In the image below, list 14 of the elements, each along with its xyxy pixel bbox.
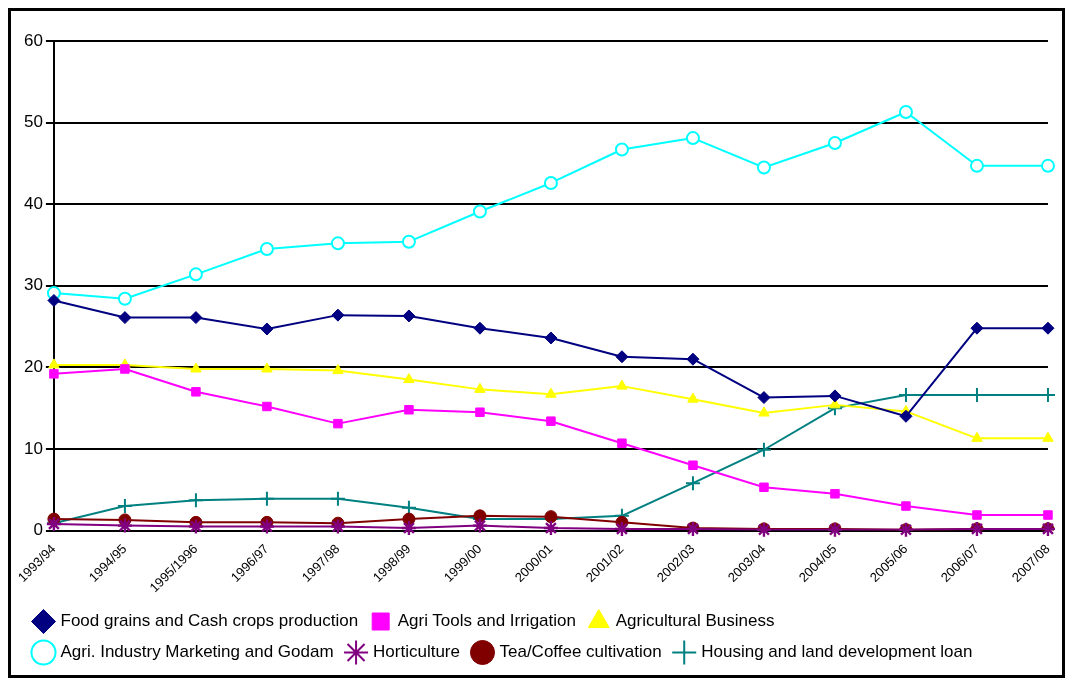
legend-label: Tea/Coffee cultivation bbox=[499, 642, 662, 662]
y-tick-label: 30 bbox=[23, 275, 43, 295]
y-tick-label: 40 bbox=[23, 193, 43, 213]
y-tick-label: 0 bbox=[33, 520, 43, 540]
legend-label: Agri Tools and Irrigation bbox=[397, 611, 576, 631]
legend-label: Food grains and Cash crops production bbox=[60, 611, 359, 631]
legend-label: Housing and land development loan bbox=[701, 642, 973, 662]
legend-label: Horticulture bbox=[373, 642, 460, 662]
y-tick-label: 50 bbox=[23, 112, 43, 132]
legend-label: Agricultural Business bbox=[615, 611, 775, 631]
y-tick-label: 60 bbox=[23, 30, 43, 50]
legend-label: Agri. Industry Marketing and Godam bbox=[60, 642, 334, 662]
y-tick-label: 20 bbox=[23, 357, 43, 377]
y-tick-label: 10 bbox=[23, 438, 43, 458]
